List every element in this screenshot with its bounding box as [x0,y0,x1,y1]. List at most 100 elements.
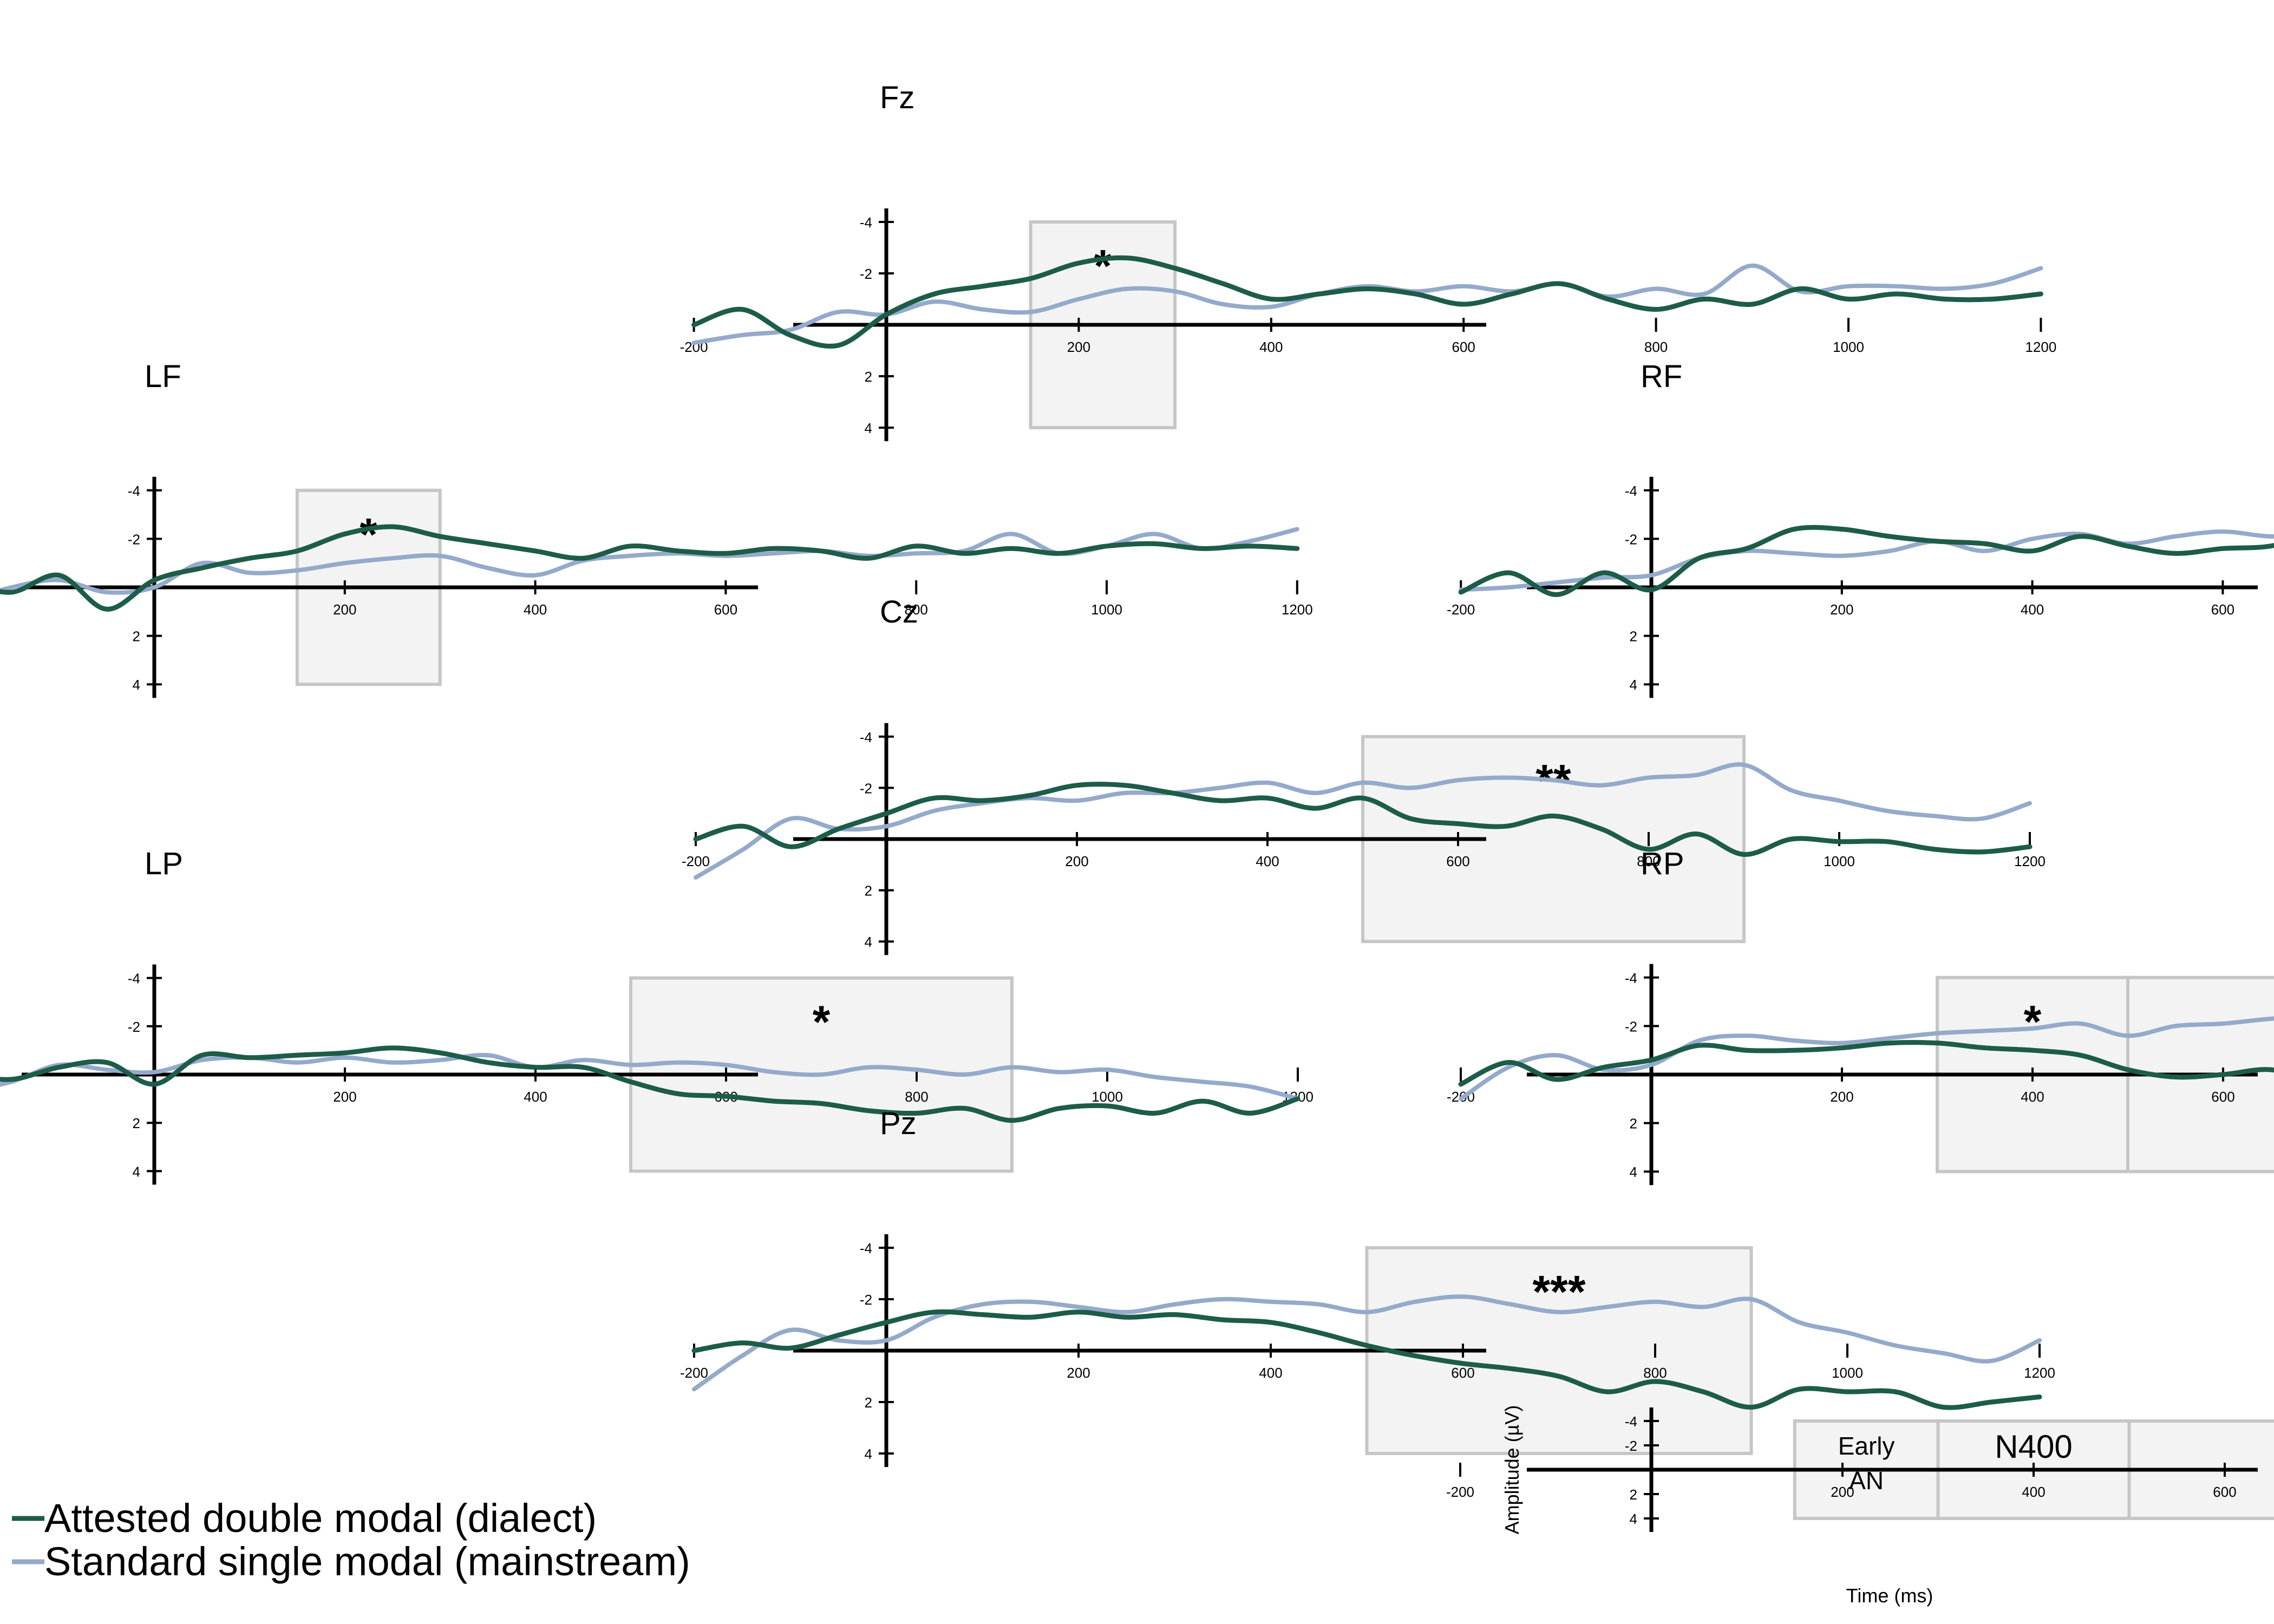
x-tick-label: 800 [1643,1365,1667,1381]
y-tick-label: 4 [1630,1164,1637,1180]
panel-title: Fz [880,80,914,115]
series-dialect-line [1458,1040,2274,1087]
window-label: N400 [1995,1429,2072,1465]
series-mainstream-line [692,1294,2042,1392]
panel-title: Cz [880,594,918,630]
y-tick-label: -2 [128,1019,140,1035]
x-tick-label: 600 [714,601,737,618]
y-tick-label: 2 [1630,1116,1637,1132]
x-tick-label: -200 [682,853,710,869]
y-tick-label: 4 [133,677,140,693]
y-tick-label: 2 [865,369,872,385]
y-tick-label: -2 [1625,1018,1637,1034]
x-tick-label: 400 [2021,1089,2044,1105]
y-tick-label: -4 [128,483,140,499]
x-tick-label: 200 [1065,853,1088,869]
x-tick-label: 600 [1451,1365,1474,1381]
window-label: Early [1838,1432,1895,1460]
x-tick-label: 600 [2213,1484,2236,1500]
x-tick-label: 1000 [1832,1365,1863,1381]
series-dialect-line [0,524,1300,612]
y-tick-label: 4 [1630,1511,1637,1527]
panel-title: LP [145,846,183,881]
x-tick-label: 1000 [1091,601,1122,618]
x-tick-label: 1200 [2014,853,2046,869]
y-tick-label: -4 [860,1240,872,1256]
y-tick-label: 4 [865,934,872,950]
x-tick-label: 200 [1067,1365,1090,1381]
y-tick-label: 2 [865,883,872,899]
series-mainstream-line [694,762,2032,880]
x-tick-label: 400 [1259,1365,1282,1381]
x-tick-label: 1200 [1282,601,1313,618]
y-tick-label: -2 [128,531,140,547]
significance-marker: * [813,997,831,1047]
y-tick-label: -4 [1625,1413,1637,1430]
x-tick-label: 400 [524,1089,547,1105]
y-tick-label: -2 [1625,531,1637,547]
y-tick-label: -2 [860,780,872,796]
x-tick-label: -200 [1446,1484,1474,1500]
erp-panels: * -200 200 400 600 800 1000 1200 -4 -2 2 4 Fz * -200 20… [0,80,2274,1607]
x-tick-label: 200 [1831,1484,1854,1500]
y-tick-label: 4 [133,1163,140,1180]
x-tick-label: 800 [905,1089,928,1105]
y-tick-label: -4 [128,971,140,987]
y-tick-label: -4 [1625,483,1637,499]
x-axis-title: Time (ms) [1846,1584,1933,1607]
series-dialect-line [693,782,2033,857]
x-tick-label: 1000 [1824,853,1855,869]
panel-title: LF [145,359,181,394]
y-tick-label: 4 [1630,677,1637,693]
x-tick-label: 400 [1259,339,1283,355]
y-tick-label: 2 [133,1115,140,1131]
y-tick-label: 4 [865,1446,872,1462]
x-tick-label: 1000 [1092,1089,1123,1105]
x-tick-label: 400 [2022,1484,2045,1500]
x-tick-label: 1200 [2025,339,2056,355]
x-tick-label: 800 [905,601,928,618]
x-tick-label: 1000 [1833,339,1864,355]
panel-key: EarlyANN400P600-20020040060080010001200-… [1446,1405,2274,1607]
x-tick-label: 600 [2211,601,2234,618]
x-tick-label: 600 [1452,339,1475,355]
series-dialect-line [691,255,2043,349]
x-tick-label: 200 [333,601,356,618]
y-tick-label: -2 [860,1292,872,1308]
series-dialect-line [1458,525,2274,597]
y-tick-label: 2 [1630,1487,1637,1503]
panel-title: Pz [880,1106,917,1141]
x-tick-label: 400 [1256,853,1279,869]
y-tick-label: 2 [1630,628,1637,645]
x-tick-label: 600 [2211,1089,2234,1105]
significance-marker: * [360,509,377,560]
series-mainstream-line [691,263,2043,345]
x-tick-label: 200 [333,1089,356,1105]
legend: Attested double modal (dialect) Standard… [12,1496,690,1584]
x-tick-label: 200 [1067,339,1090,355]
y-tick-label: -2 [860,266,872,282]
x-tick-label: 400 [524,601,547,618]
panel-title: RP [1641,846,1684,881]
y-tick-label: -2 [1625,1438,1637,1454]
x-tick-label: 1200 [2024,1365,2055,1381]
panel-title: RF [1641,359,1682,394]
legend-label-dialect: Attested double modal (dialect) [44,1496,597,1541]
y-tick-label: 4 [865,420,872,436]
series-dialect-line [691,1309,2042,1410]
y-tick-label: -4 [1625,970,1637,986]
legend-label-mainstream: Standard single modal (mainstream) [44,1539,690,1584]
significance-marker: * [2024,996,2042,1047]
y-tick-label: -4 [860,214,872,231]
x-tick-label: -200 [1447,601,1475,618]
significance-marker: * [1094,240,1112,291]
y-tick-label: -4 [860,729,872,745]
